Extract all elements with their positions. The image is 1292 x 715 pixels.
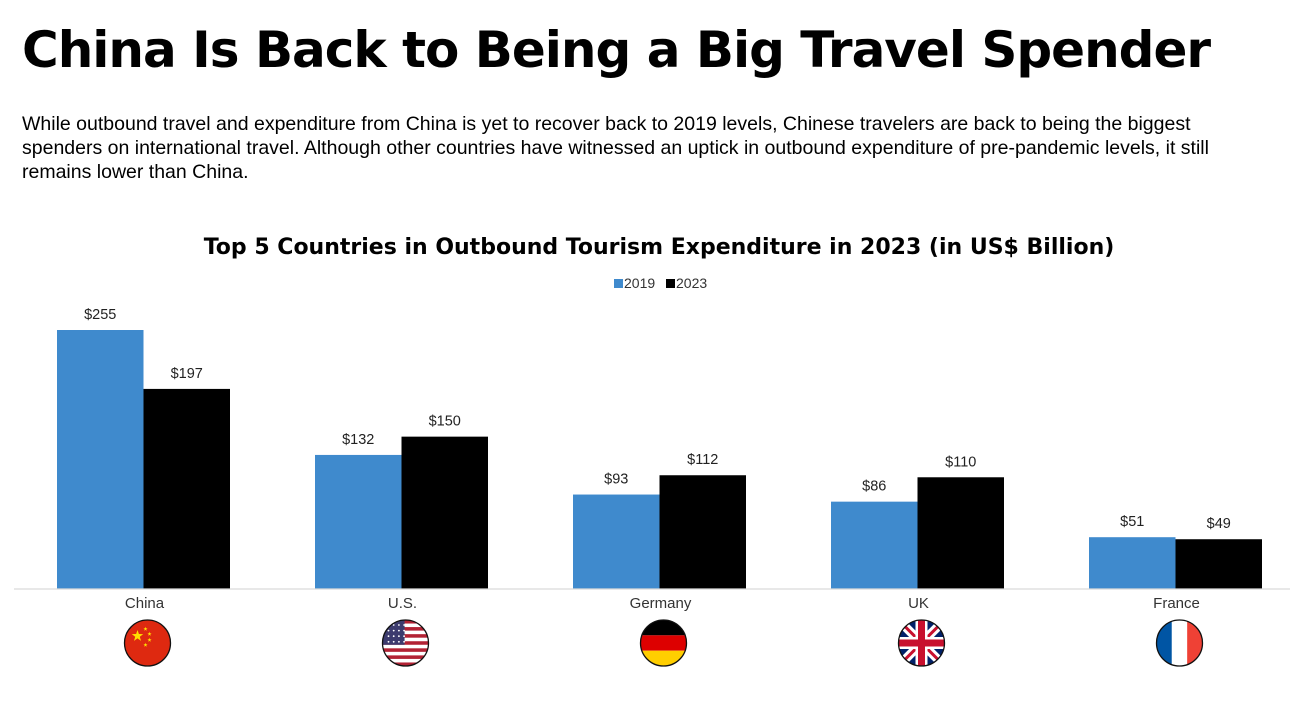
bar-uk-2023 bbox=[917, 477, 1004, 589]
china-flag-icon bbox=[123, 619, 172, 667]
x-tick-label: Germany bbox=[630, 595, 692, 612]
flags bbox=[123, 619, 1204, 667]
data-label: $86 bbox=[862, 479, 886, 495]
data-label: $49 bbox=[1207, 516, 1231, 532]
legend-item-2023: 2023 bbox=[666, 275, 707, 291]
x-tick-label: China bbox=[125, 595, 165, 612]
legend: 2019 2023 bbox=[614, 275, 707, 291]
data-label: $112 bbox=[687, 452, 718, 468]
bar-us-2023 bbox=[401, 436, 488, 589]
bar-china-2019 bbox=[57, 330, 144, 589]
uk-flag-icon bbox=[897, 619, 946, 667]
usa-flag-icon bbox=[381, 619, 430, 667]
data-label: $150 bbox=[429, 414, 461, 430]
data-label: $51 bbox=[1120, 514, 1144, 530]
data-label: $93 bbox=[604, 472, 628, 488]
data-label: $110 bbox=[945, 454, 976, 470]
bar-us-2019 bbox=[315, 454, 402, 589]
legend-label: 2023 bbox=[676, 275, 707, 291]
x-tick-label: France bbox=[1153, 595, 1200, 612]
legend-swatch bbox=[666, 279, 675, 288]
bar-china-2023 bbox=[143, 388, 230, 589]
bar-france-2019 bbox=[1089, 537, 1176, 589]
bars: $255 $197 $132 $150 $93 $112 $86 $110 $51 $49 bbox=[57, 307, 1262, 589]
x-axis-labels: China U.S. Germany UK France bbox=[125, 595, 1200, 612]
legend-item-2019: 2019 bbox=[614, 275, 655, 291]
bar-france-2023 bbox=[1175, 539, 1262, 589]
x-tick-label: U.S. bbox=[388, 595, 417, 612]
bar-chart: Top 5 Countries in Outbound Tourism Expe… bbox=[14, 235, 1290, 667]
legend-label: 2019 bbox=[624, 275, 655, 291]
page-subtitle: While outbound travel and expenditure fr… bbox=[22, 113, 1209, 183]
data-label: $197 bbox=[171, 366, 203, 382]
bar-uk-2019 bbox=[831, 501, 918, 589]
france-flag-icon bbox=[1155, 619, 1204, 667]
bar-germany-2019 bbox=[573, 494, 660, 589]
data-label: $132 bbox=[342, 432, 374, 448]
germany-flag-icon bbox=[639, 619, 688, 667]
x-tick-label: UK bbox=[908, 595, 929, 612]
chart-title: Top 5 Countries in Outbound Tourism Expe… bbox=[204, 235, 1115, 260]
page-title: China Is Back to Being a Big Travel Spen… bbox=[22, 21, 1211, 79]
data-label: $255 bbox=[84, 307, 116, 323]
legend-swatch bbox=[614, 279, 623, 288]
bar-germany-2023 bbox=[659, 475, 746, 589]
